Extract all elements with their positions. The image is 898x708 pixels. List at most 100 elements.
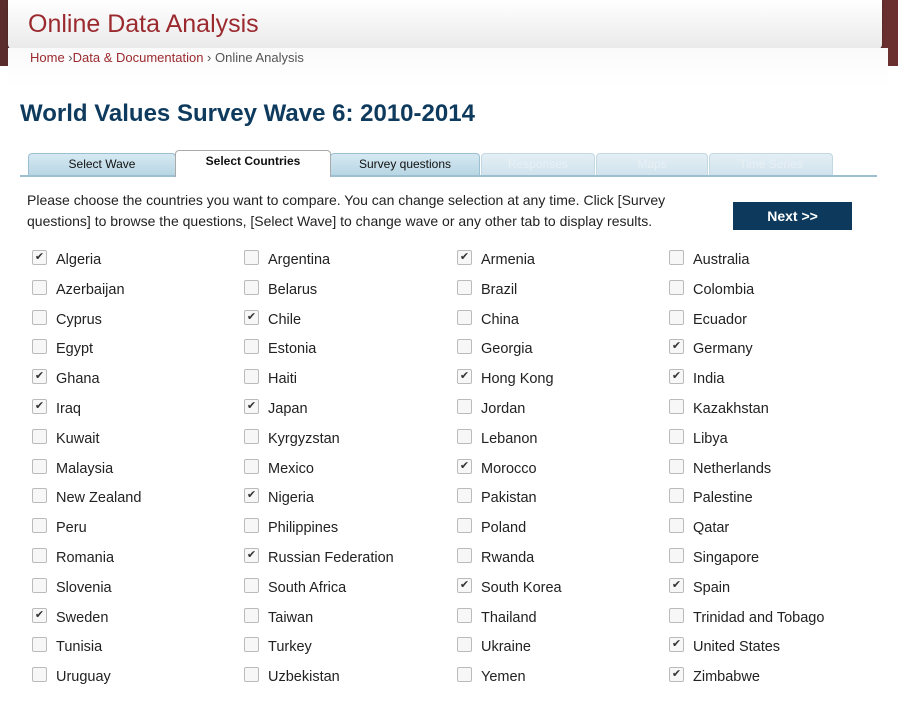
country-checkbox[interactable]: [244, 518, 259, 533]
country-checkbox[interactable]: [457, 488, 472, 503]
country-label: Colombia: [693, 282, 755, 298]
country-checkbox[interactable]: [32, 488, 47, 503]
country-checkbox[interactable]: [457, 667, 472, 682]
country-checkbox[interactable]: [457, 310, 472, 325]
tab-survey-questions[interactable]: Survey questions: [330, 153, 480, 176]
country-checkbox[interactable]: ✔: [244, 399, 259, 414]
country-checkbox[interactable]: [244, 429, 259, 444]
country-label: Thailand: [481, 610, 537, 626]
country-checkbox[interactable]: [32, 578, 47, 593]
country-checkbox[interactable]: [32, 518, 47, 533]
country-checkbox[interactable]: [32, 339, 47, 354]
country-label: United States: [693, 639, 781, 655]
tab-underline: [20, 175, 877, 177]
country-checkbox[interactable]: [32, 280, 47, 295]
country-checkbox[interactable]: [244, 250, 259, 265]
country-checkbox[interactable]: [457, 518, 472, 533]
header-panel: Online Data Analysis: [8, 0, 882, 50]
country-checkbox[interactable]: [457, 339, 472, 354]
country-checkbox[interactable]: [669, 518, 684, 533]
breadcrumb: Home ›Data & Documentation › Online Anal…: [30, 50, 304, 65]
country-label: Russian Federation: [268, 550, 394, 566]
tab-select-wave[interactable]: Select Wave: [28, 153, 176, 176]
country-checkbox[interactable]: ✔: [32, 250, 47, 265]
country-checkbox[interactable]: [32, 548, 47, 563]
country-checkbox[interactable]: [669, 548, 684, 563]
country-checkbox[interactable]: ✔: [669, 369, 684, 384]
country-checkbox[interactable]: ✔: [32, 608, 47, 623]
country-checkbox[interactable]: [244, 369, 259, 384]
country-label: Malaysia: [56, 461, 114, 477]
country-label: Algeria: [56, 252, 102, 268]
country-checkbox[interactable]: [669, 310, 684, 325]
country-checkbox[interactable]: ✔: [244, 488, 259, 503]
country-checkbox[interactable]: [457, 637, 472, 652]
country-checkbox[interactable]: ✔: [32, 399, 47, 414]
country-label: Ukraine: [481, 639, 531, 655]
country-checkbox[interactable]: [669, 429, 684, 444]
country-checkbox[interactable]: ✔: [669, 637, 684, 652]
breadcrumb-separator: ›: [64, 50, 73, 65]
country-label: Kyrgyzstan: [268, 431, 340, 447]
country-checkbox[interactable]: [669, 608, 684, 623]
breadcrumb-home-link[interactable]: Home: [30, 50, 65, 65]
country-checkbox[interactable]: [457, 548, 472, 563]
country-checkbox[interactable]: [669, 488, 684, 503]
next-button[interactable]: Next >>: [733, 202, 852, 230]
country-checkbox[interactable]: ✔: [669, 667, 684, 682]
country-label: Poland: [481, 520, 527, 536]
country-checkbox[interactable]: [244, 578, 259, 593]
country-checkbox[interactable]: ✔: [457, 459, 472, 474]
country-checkbox[interactable]: [244, 667, 259, 682]
country-label: Armenia: [481, 252, 535, 268]
country-checkbox[interactable]: ✔: [457, 369, 472, 384]
country-label: Uzbekistan: [268, 669, 340, 685]
country-checkbox[interactable]: [669, 280, 684, 295]
country-checkbox[interactable]: [244, 608, 259, 623]
country-checkbox[interactable]: ✔: [244, 548, 259, 563]
country-label: Zimbabwe: [693, 669, 760, 685]
breadcrumb-separator: ›: [203, 50, 215, 65]
country-checkbox[interactable]: ✔: [32, 369, 47, 384]
country-checkbox[interactable]: [457, 280, 472, 295]
country-checkbox[interactable]: [244, 459, 259, 474]
country-checkbox[interactable]: [32, 429, 47, 444]
country-checkbox[interactable]: [457, 608, 472, 623]
country-label: Estonia: [268, 341, 317, 357]
country-checkbox[interactable]: [457, 429, 472, 444]
country-label: Peru: [56, 520, 87, 536]
country-checkbox[interactable]: [244, 339, 259, 354]
country-checkbox[interactable]: [457, 399, 472, 414]
country-checkbox[interactable]: [669, 459, 684, 474]
country-checkbox[interactable]: [32, 310, 47, 325]
country-checkbox[interactable]: ✔: [244, 310, 259, 325]
country-checkbox[interactable]: ✔: [457, 578, 472, 593]
country-label: Pakistan: [481, 490, 537, 506]
country-label: Singapore: [693, 550, 760, 566]
country-label: Morocco: [481, 461, 537, 477]
country-label: Ecuador: [693, 312, 748, 328]
country-checkbox[interactable]: [244, 637, 259, 652]
tab-select-countries[interactable]: Select Countries: [175, 150, 331, 177]
country-checkbox[interactable]: ✔: [669, 339, 684, 354]
country-label: India: [693, 371, 725, 387]
country-label: Egypt: [56, 341, 94, 357]
country-label: Brazil: [481, 282, 518, 298]
country-checkbox[interactable]: [32, 459, 47, 474]
country-checkbox[interactable]: ✔: [669, 578, 684, 593]
country-checkbox[interactable]: [669, 399, 684, 414]
country-checkbox[interactable]: ✔: [457, 250, 472, 265]
country-checkbox[interactable]: [669, 250, 684, 265]
country-label: Trinidad and Tobago: [693, 610, 825, 626]
country-label: Iraq: [56, 401, 81, 417]
country-label: Ghana: [56, 371, 100, 387]
country-checkbox[interactable]: [32, 637, 47, 652]
breadcrumb-current: Online Analysis: [215, 50, 304, 65]
country-checkbox[interactable]: [32, 667, 47, 682]
country-label: Haiti: [268, 371, 298, 387]
country-label: Romania: [56, 550, 115, 566]
country-label: Hong Kong: [481, 371, 554, 387]
country-label: Libya: [693, 431, 728, 447]
breadcrumb-data-docs-link[interactable]: Data & Documentation: [72, 50, 204, 65]
country-checkbox[interactable]: [244, 280, 259, 295]
